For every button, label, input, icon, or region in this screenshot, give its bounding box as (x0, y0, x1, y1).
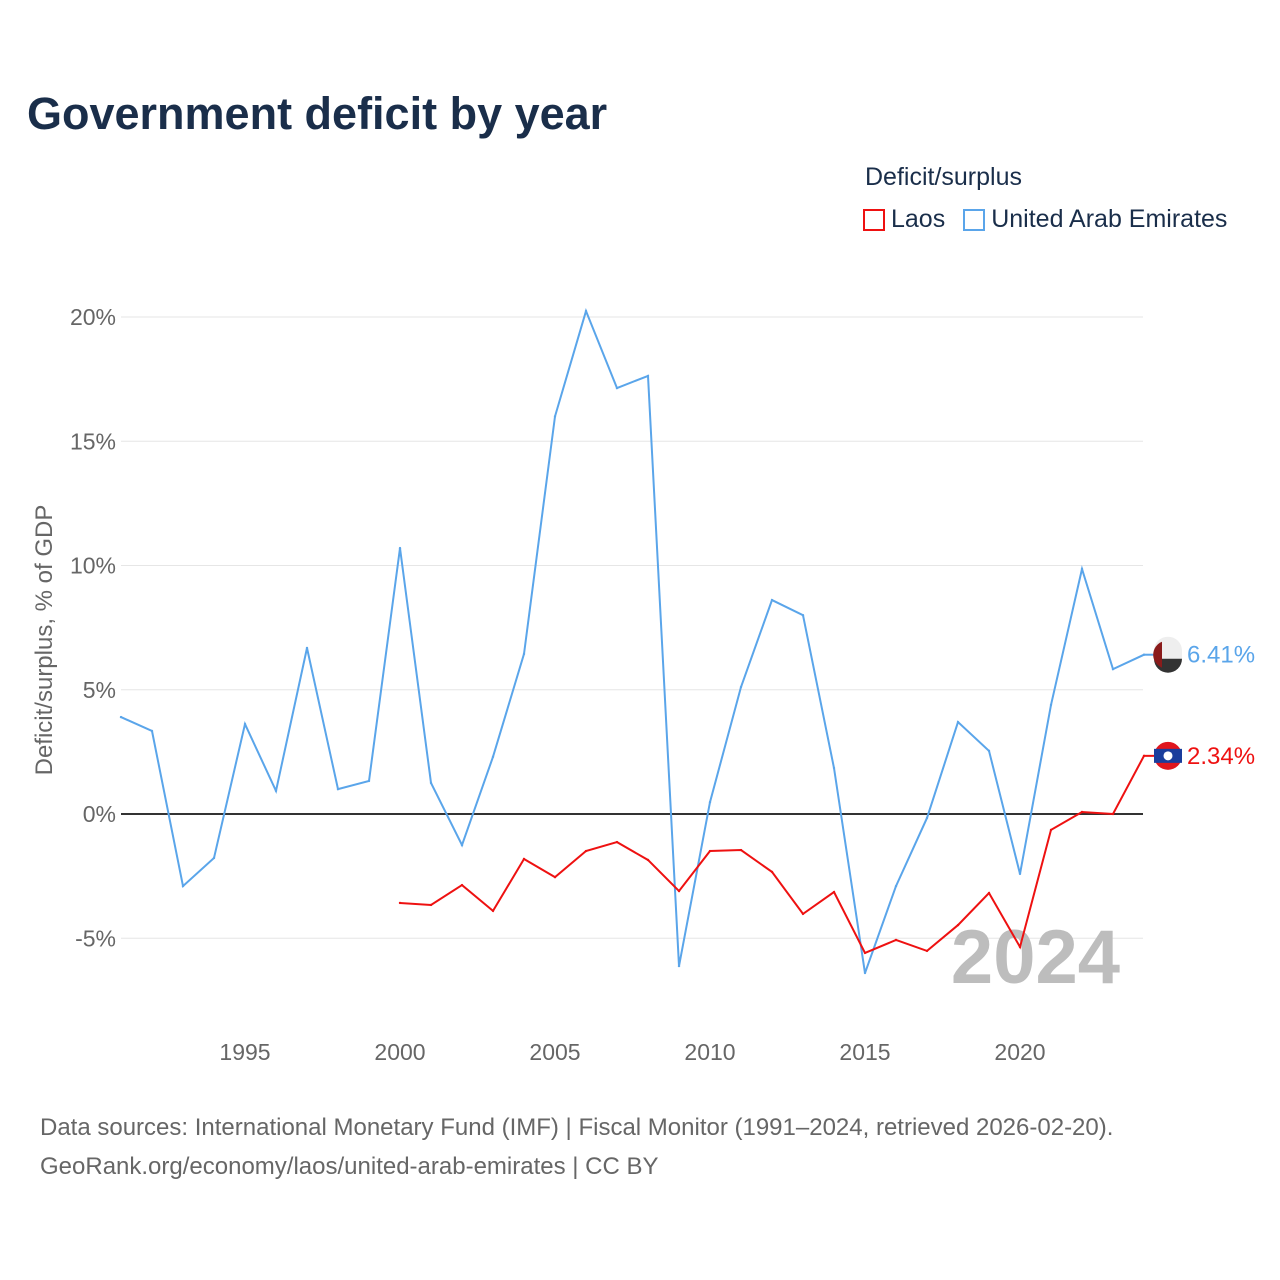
end-value-label: 6.41% (1187, 642, 1255, 669)
data-point (274, 789, 278, 793)
x-tick-label: 2000 (374, 1039, 425, 1065)
data-point (708, 800, 712, 804)
data-point (181, 884, 185, 888)
data-point (801, 912, 805, 916)
uae-flag-stripe (1154, 649, 1182, 660)
data-point (150, 729, 154, 733)
data-point (894, 938, 898, 942)
data-point (770, 598, 774, 602)
data-point (801, 614, 805, 617)
data-point (1080, 810, 1084, 814)
data-point (522, 857, 526, 861)
data-point (677, 889, 681, 893)
data-point (956, 923, 960, 927)
y-tick-label: 20% (70, 304, 116, 330)
data-point (243, 722, 247, 726)
data-point (553, 875, 557, 879)
y-tick-label: -5% (75, 925, 116, 951)
data-point (646, 374, 650, 378)
data-point (832, 766, 836, 770)
source-note: Data sources: International Monetary Fun… (40, 1108, 1113, 1186)
data-point (739, 685, 743, 689)
data-point (460, 883, 464, 887)
data-point (770, 870, 774, 874)
data-point (987, 749, 991, 753)
data-point (491, 909, 495, 913)
data-point (398, 546, 402, 550)
chart-title: Government deficit by year (27, 88, 608, 139)
y-tick-label: 5% (83, 677, 116, 703)
data-point (584, 849, 588, 853)
data-point (1018, 945, 1022, 949)
end-value-label: 2.34% (1187, 743, 1255, 770)
data-point (832, 890, 836, 894)
data-point (677, 964, 681, 968)
legend-item-uae[interactable]: United Arab Emirates (963, 205, 1227, 234)
data-point (925, 949, 929, 953)
data-point (646, 858, 650, 862)
uae-flag-stripe (1153, 641, 1162, 668)
data-point (367, 779, 371, 783)
y-tick-label: 0% (83, 801, 116, 827)
data-point (1111, 667, 1115, 671)
source-url[interactable]: GeoRank.org/economy/laos/united-arab-emi… (40, 1153, 659, 1180)
data-point (956, 720, 960, 724)
y-tick-label: 10% (70, 553, 116, 579)
data-point (708, 849, 712, 853)
data-point (863, 971, 867, 975)
data-point (119, 715, 123, 719)
y-axis-label: Deficit/surplus, % of GDP (31, 505, 58, 776)
data-point (429, 781, 433, 785)
data-point (615, 840, 619, 844)
data-point (491, 755, 495, 759)
data-point (739, 848, 743, 852)
series-line-uae (120, 307, 1145, 974)
data-point (615, 386, 619, 390)
data-point (925, 816, 929, 820)
legend-label-laos: Laos (891, 205, 946, 233)
data-point (1049, 828, 1053, 832)
laos-flag-disc (1163, 751, 1173, 761)
data-point (894, 884, 898, 888)
data-point (305, 646, 309, 650)
legend-swatch-laos (863, 208, 885, 231)
data-point (1111, 812, 1115, 816)
x-tick-label: 2020 (994, 1039, 1045, 1065)
data-point (212, 856, 216, 860)
legend-item-laos[interactable]: Laos (863, 205, 945, 234)
legend-label-uae: United Arab Emirates (991, 205, 1228, 233)
data-point (336, 787, 340, 791)
legend-title: Deficit/surplus (865, 163, 1022, 191)
x-tick-label: 2005 (529, 1039, 580, 1065)
y-tick-label: 15% (70, 428, 116, 454)
data-point (553, 415, 557, 418)
x-tick-label: 2010 (684, 1039, 735, 1065)
x-tick-label: 2015 (839, 1039, 890, 1065)
data-point (1018, 872, 1022, 876)
data-point (987, 891, 991, 895)
data-point (584, 309, 588, 313)
data-point (429, 903, 433, 907)
data-point (398, 901, 402, 905)
data-point (1049, 703, 1053, 707)
source-line: Data sources: International Monetary Fun… (40, 1114, 1114, 1141)
data-point (863, 951, 867, 955)
x-tick-label: 1995 (219, 1039, 270, 1065)
year-watermark: 2024 (951, 915, 1120, 1000)
data-point (522, 652, 526, 656)
data-point (460, 843, 464, 847)
legend-swatch-uae (963, 208, 986, 231)
legend: Laos United Arab Emirates (863, 205, 1245, 234)
data-point (1080, 567, 1084, 571)
